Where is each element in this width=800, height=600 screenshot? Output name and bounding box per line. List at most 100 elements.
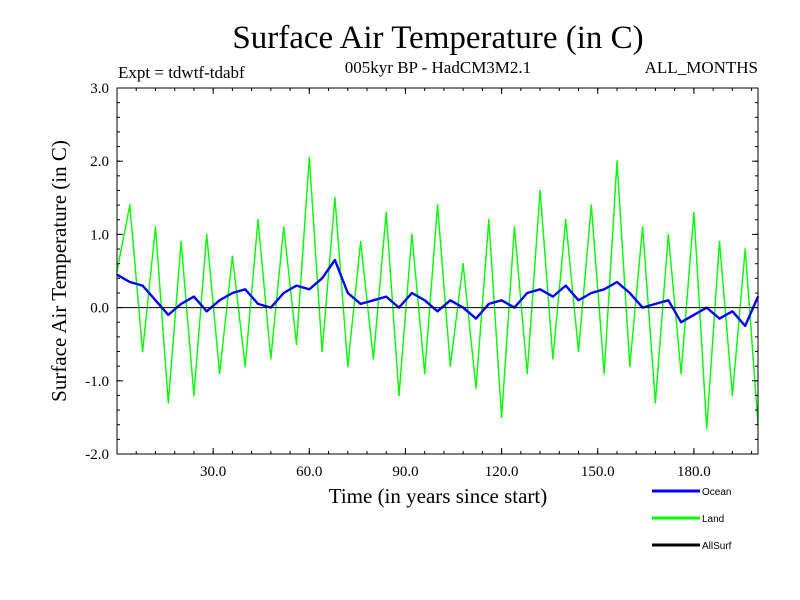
data-point-land: [154, 226, 157, 228]
data-point-ocean: [629, 292, 631, 294]
data-point-land: [654, 402, 657, 404]
season-label: ALL_MONTHS: [645, 58, 758, 77]
data-point-ocean: [205, 310, 208, 313]
data-point-land: [423, 372, 426, 375]
data-point-ocean: [347, 292, 349, 294]
legend-label-land: Land: [702, 514, 724, 525]
data-point-ocean: [423, 299, 426, 302]
data-point-land: [552, 358, 554, 360]
data-point-ocean: [552, 295, 554, 298]
data-point-land: [129, 204, 131, 206]
data-point-ocean: [667, 299, 670, 302]
data-point-ocean: [231, 292, 234, 294]
data-point-ocean: [141, 284, 144, 287]
data-point-ocean: [590, 292, 593, 294]
legend-label-allsurf: AllSurf: [702, 541, 732, 552]
data-point-ocean: [295, 284, 298, 287]
data-point-land: [616, 160, 618, 162]
y-tick-label: 1.0: [90, 227, 109, 243]
data-point-ocean: [359, 303, 362, 305]
data-point-ocean: [411, 292, 413, 294]
data-point-land: [270, 358, 272, 360]
data-point-land: [436, 204, 439, 206]
data-point-land: [731, 394, 734, 397]
data-point-land: [218, 372, 221, 375]
data-point-ocean: [680, 321, 682, 324]
data-point-ocean: [475, 317, 477, 320]
y-tick-label: -2.0: [85, 447, 109, 463]
data-point-land: [334, 197, 336, 199]
data-point-land: [244, 365, 246, 368]
x-axis: 30.0 60.0 90.0 120.0 150.0 180.0: [116, 88, 753, 480]
data-point-ocean: [449, 299, 452, 302]
data-point-ocean: [167, 314, 170, 316]
x-tick-label: 180.0: [677, 464, 711, 480]
data-point-land: [411, 233, 413, 236]
data-point-ocean: [334, 259, 336, 261]
data-point-ocean: [244, 288, 246, 291]
data-point-ocean: [180, 303, 182, 305]
data-point-land: [475, 387, 477, 389]
data-point-land: [500, 416, 503, 419]
data-point-ocean: [654, 303, 657, 305]
data-point-ocean: [539, 288, 541, 291]
y-axis-label: Surface Air Temperature (in C): [47, 140, 71, 402]
data-point-ocean: [526, 292, 528, 294]
data-point-land: [205, 233, 208, 236]
data-point-land: [629, 365, 631, 368]
x-tick-label: 60.0: [296, 464, 322, 480]
y-tick-label: 3.0: [90, 81, 109, 97]
data-point-land: [693, 211, 695, 214]
y-axis: -2.0 -1.0 0.0 1.0 2.0 3.0: [85, 81, 758, 463]
data-point-land: [539, 189, 541, 192]
data-point-land: [564, 219, 567, 221]
data-point-ocean: [577, 299, 580, 302]
data-point-land: [257, 219, 259, 221]
data-point-ocean: [308, 288, 311, 291]
data-point-land: [577, 350, 580, 353]
data-point-ocean: [731, 310, 734, 313]
x-axis-label: Time (in years since start): [329, 484, 548, 508]
data-point-land: [705, 427, 708, 430]
data-point-land: [385, 211, 388, 214]
data-point-land: [321, 350, 323, 353]
data-point-land: [308, 156, 311, 159]
data-point-land: [141, 350, 144, 353]
data-point-ocean: [257, 303, 259, 305]
data-point-land: [295, 343, 298, 346]
data-point-land: [603, 372, 605, 375]
data-point-land: [718, 240, 721, 243]
data-point-ocean: [693, 314, 695, 316]
plot-area: [116, 156, 760, 430]
data-point-ocean: [321, 277, 323, 280]
data-point-ocean: [616, 281, 618, 283]
data-point-ocean: [154, 299, 157, 302]
data-point-ocean: [218, 299, 221, 302]
data-point-ocean: [193, 295, 195, 298]
data-point-ocean: [744, 325, 746, 327]
data-point-land: [231, 255, 234, 258]
data-point-land: [347, 365, 349, 368]
data-point-land: [193, 394, 195, 397]
data-point-land: [167, 402, 170, 404]
data-point-land: [449, 365, 452, 368]
data-point-land: [667, 233, 670, 236]
legend: Ocean Land AllSurf: [652, 487, 732, 552]
y-tick-label: 2.0: [90, 154, 109, 170]
data-point-ocean: [718, 317, 721, 320]
x-tick-label: 90.0: [392, 464, 418, 480]
data-point-land: [462, 262, 464, 265]
data-point-ocean: [500, 299, 503, 302]
data-point-ocean: [488, 303, 490, 305]
x-tick-label: 120.0: [485, 464, 519, 480]
data-point-ocean: [436, 310, 439, 313]
y-tick-label: 0.0: [90, 301, 109, 317]
data-point-land: [590, 204, 593, 206]
chart-title: Surface Air Temperature (in C): [232, 20, 643, 56]
data-point-land: [513, 226, 516, 228]
experiment-label: Expt = tdwtf-tdabf: [118, 63, 245, 82]
data-point-land: [282, 226, 285, 228]
data-point-ocean: [564, 284, 567, 287]
data-point-land: [488, 219, 490, 221]
